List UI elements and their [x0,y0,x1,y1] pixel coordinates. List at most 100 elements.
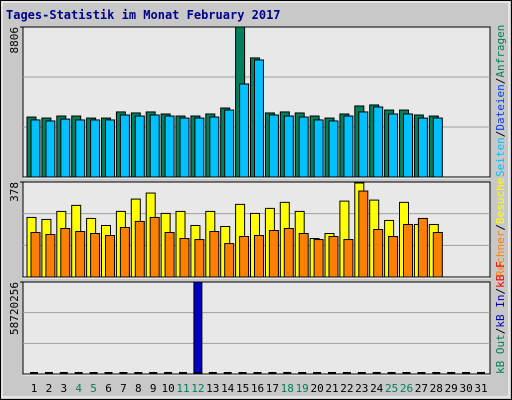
x-tick-label: 19 [296,382,309,395]
x-tick-label: 25 [385,382,398,395]
bar [119,226,130,278]
bar [254,235,264,278]
legend-entry: Anfragen [494,25,507,78]
legend: Rechner/Besuche [494,178,507,277]
bar [179,117,190,178]
bar [164,232,175,278]
bar [90,233,101,278]
legend-separator: / [494,328,507,335]
x-tick-label: 11 [176,382,189,395]
panel [22,281,491,375]
x-tick-label: 10 [161,382,174,395]
bar [45,234,56,278]
bar [194,239,205,278]
bar [75,231,86,278]
x-tick-label: 1 [31,382,38,395]
legend-entry: kB F [494,261,507,288]
bar [388,236,399,278]
bar [105,235,115,278]
bar [60,227,71,278]
bar [328,120,339,178]
bar [30,119,41,178]
x-tick-label: 20 [310,382,323,395]
legend-entry: Rechner [494,230,507,277]
x-tick-label: 30 [459,382,472,395]
bar [313,239,324,278]
x-tick-label: 8 [135,382,142,395]
bar [239,236,250,278]
x-tick-label: 29 [445,382,458,395]
legend: kB Out/kB In/kB F [494,261,507,374]
bar [403,223,413,278]
x-tick-label: 12 [191,382,204,395]
bar [134,115,145,178]
bar [417,217,428,278]
bar [119,114,130,178]
x-tick-label: 7 [120,382,127,395]
y-tick-label: 8806 [8,27,21,54]
x-tick-label: 23 [355,382,368,395]
bar [105,119,115,178]
chart-title: Tages-Statistik im Monat February 2017 [6,8,281,22]
bar [388,113,399,178]
legend: Seiten/Dateien/Anfragen [494,25,507,177]
bar [134,220,145,278]
legend-entry: Besuche [494,178,507,224]
bar [194,117,205,178]
bar [30,232,41,278]
bar [298,233,309,278]
x-tick-label: 3 [60,382,67,395]
bar [343,115,354,178]
bar [224,243,235,278]
bar [417,117,428,178]
x-tick-label: 5 [90,382,97,395]
bar [149,216,160,278]
bar [75,119,86,178]
bar [90,119,101,178]
x-tick-label: 22 [340,382,353,395]
bar [373,229,384,278]
bar [373,106,384,178]
legend-separator: / [494,131,507,138]
x-tick-label: 28 [430,382,443,395]
x-tick-label: 4 [75,382,82,395]
x-tick-label: 21 [325,382,338,395]
bar [149,114,160,178]
bar [268,230,279,278]
bar [432,232,443,278]
legend-entry: kB In [494,295,507,328]
x-tick-label: 15 [236,382,249,395]
bar [209,231,220,278]
x-tick-label: 16 [251,382,264,395]
bar [343,239,354,278]
legend-separator: / [494,224,507,231]
bar [179,238,190,278]
bar [358,111,369,178]
x-tick-label: 9 [150,382,157,395]
bar [239,83,250,178]
bar [283,227,294,278]
x-tick-label: 14 [221,382,235,395]
bar [193,281,203,375]
bar [298,116,309,178]
bar [313,119,324,178]
y-tick-label: 378 [8,182,21,202]
x-tick-label: 27 [415,382,428,395]
legend-entry: kB Out [494,334,507,374]
bar [60,118,71,178]
y-tick-label: 58720256 [8,282,21,335]
x-tick-label: 17 [266,382,279,395]
bar [209,116,220,178]
legend-entry: Seiten [494,137,507,177]
x-tick-label: 18 [281,382,294,395]
bar [45,120,56,178]
bar [328,236,339,278]
x-tick-label: 31 [474,382,487,395]
x-tick-label: 26 [400,382,413,395]
bar [268,114,279,178]
x-tick-label: 2 [46,382,53,395]
bar [283,115,294,178]
bar [358,190,369,278]
